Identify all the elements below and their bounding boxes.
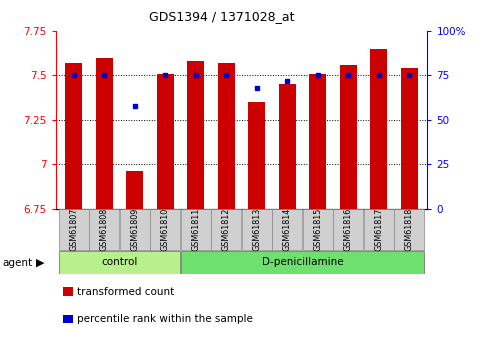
FancyBboxPatch shape: [89, 209, 119, 250]
Text: D-penicillamine: D-penicillamine: [262, 257, 343, 267]
FancyBboxPatch shape: [120, 209, 150, 250]
Text: GSM61808: GSM61808: [100, 208, 109, 251]
Text: GSM61814: GSM61814: [283, 208, 292, 251]
Text: GSM61812: GSM61812: [222, 208, 231, 251]
FancyBboxPatch shape: [303, 209, 333, 250]
Bar: [370, 49, 387, 209]
Text: GSM61816: GSM61816: [344, 208, 353, 251]
Text: GSM61815: GSM61815: [313, 208, 322, 251]
FancyBboxPatch shape: [59, 209, 89, 250]
FancyBboxPatch shape: [150, 209, 180, 250]
Text: transformed count: transformed count: [77, 287, 174, 296]
FancyBboxPatch shape: [59, 250, 180, 274]
Bar: [309, 74, 326, 209]
Text: GSM61817: GSM61817: [374, 208, 383, 251]
FancyBboxPatch shape: [212, 209, 241, 250]
Text: ▶: ▶: [36, 258, 44, 268]
Bar: [66, 63, 82, 209]
Text: agent: agent: [2, 258, 32, 268]
Bar: [279, 84, 296, 209]
Text: GSM61809: GSM61809: [130, 208, 139, 251]
Text: GSM61810: GSM61810: [161, 208, 170, 251]
Bar: [157, 74, 174, 209]
Bar: [401, 68, 417, 209]
FancyBboxPatch shape: [272, 209, 302, 250]
FancyBboxPatch shape: [394, 209, 424, 250]
FancyBboxPatch shape: [181, 209, 211, 250]
Text: GSM61807: GSM61807: [70, 208, 78, 251]
FancyBboxPatch shape: [181, 250, 424, 274]
Bar: [96, 58, 113, 209]
Bar: [127, 171, 143, 209]
Bar: [340, 65, 356, 209]
Bar: [187, 61, 204, 209]
Text: GSM61813: GSM61813: [252, 208, 261, 251]
Text: GSM61811: GSM61811: [191, 208, 200, 251]
Text: percentile rank within the sample: percentile rank within the sample: [77, 314, 253, 324]
Text: control: control: [101, 257, 138, 267]
FancyBboxPatch shape: [242, 209, 271, 250]
FancyBboxPatch shape: [333, 209, 363, 250]
FancyBboxPatch shape: [364, 209, 394, 250]
Bar: [218, 63, 235, 209]
Text: GDS1394 / 1371028_at: GDS1394 / 1371028_at: [149, 10, 295, 23]
Text: GSM61818: GSM61818: [405, 208, 413, 251]
Bar: [248, 102, 265, 209]
